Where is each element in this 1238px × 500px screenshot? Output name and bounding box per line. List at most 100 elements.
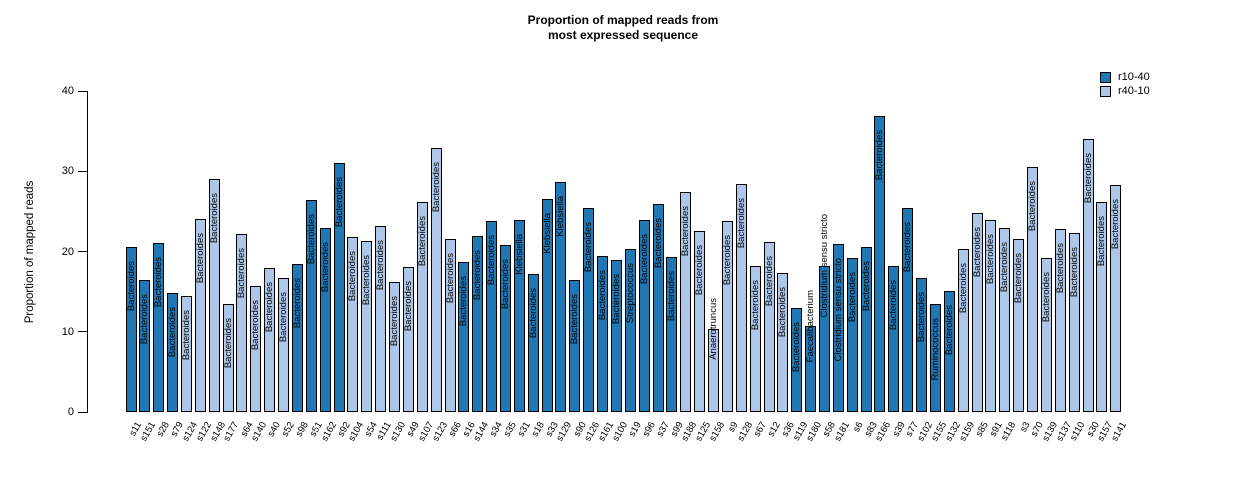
bar-s98 xyxy=(291,264,303,412)
bar-s166 xyxy=(874,115,886,412)
genus-label-s18: Bacteroides xyxy=(527,287,539,339)
y-tick-label: 0 xyxy=(67,406,74,418)
bar-s90 xyxy=(569,280,581,412)
bar-s96 xyxy=(638,220,650,412)
genus-label-s12: Bacteroides xyxy=(763,255,775,307)
bar-s126 xyxy=(583,208,595,412)
genus-label-s181: Clostridium sensu stricto xyxy=(832,258,844,362)
x-tick-label-s66: s66 xyxy=(446,420,464,439)
genus-label-s16: Bacteroides xyxy=(458,275,470,327)
bar-s110 xyxy=(1068,233,1080,412)
bar-s99 xyxy=(666,257,678,412)
bar-s12 xyxy=(763,241,775,412)
legend-swatch-light-icon xyxy=(1100,85,1111,97)
bar-s123 xyxy=(430,147,442,412)
x-tick-label-s12: s12 xyxy=(765,420,783,439)
genus-label-s19: Streptococcus xyxy=(624,263,636,324)
chart-title-line1: Proportion of mapped reads from xyxy=(527,13,719,27)
bar-s40 xyxy=(264,267,276,412)
genus-label-s54: Bacteroides xyxy=(361,255,373,306)
genus-label-s159: Bacteroides xyxy=(957,263,969,314)
bar-s92 xyxy=(333,163,345,412)
bar-s144 xyxy=(472,236,484,412)
bar-s104 xyxy=(347,237,359,412)
bar-s11 xyxy=(125,246,137,412)
genus-label-s37: Bacteroides xyxy=(652,218,664,269)
bar-s177 xyxy=(222,303,234,412)
genus-label-s104: Bacteroides xyxy=(347,251,359,302)
genus-label-s79: Bacteroides xyxy=(167,307,179,358)
genus-label-s126: Bacteroides xyxy=(583,222,595,273)
bar-s58 xyxy=(819,265,830,412)
x-tick-label-s31: s31 xyxy=(515,420,533,439)
bar-s49 xyxy=(402,266,414,412)
genus-label-s119: Bacteroides xyxy=(791,321,803,372)
genus-label-s102: Bacteroides xyxy=(916,291,928,343)
genus-label-s77: Bacteroides xyxy=(902,222,914,273)
genus-label-s129: Klebsiella xyxy=(555,196,567,238)
genus-label-s33: Klebsiella xyxy=(541,212,553,254)
bar-s125 xyxy=(694,231,706,412)
genus-label-s31: Klebsiella xyxy=(513,234,525,275)
genus-label-s6: Bacteroides xyxy=(846,271,858,323)
y-tick-label: 10 xyxy=(61,325,74,338)
x-tick-label-s96: s96 xyxy=(640,420,658,439)
genus-label-s111: Bacteroides xyxy=(375,239,387,290)
genus-label-s140: Bacteroides xyxy=(250,300,262,351)
bar-s111 xyxy=(375,225,387,412)
bar-s100 xyxy=(610,260,622,412)
genus-label-s144: Bacteroides xyxy=(472,250,484,301)
bar-s157 xyxy=(1096,201,1108,412)
genus-label-s70: Bacteroides xyxy=(1027,181,1039,232)
bar-s118 xyxy=(999,228,1011,412)
bar-s54 xyxy=(361,241,373,412)
bar-s141 xyxy=(1110,184,1122,412)
bar-s37 xyxy=(652,204,664,412)
genus-label-s64: Bacteroides xyxy=(236,247,248,299)
bar-s6 xyxy=(846,257,858,412)
genus-label-s67: Bacteroides xyxy=(749,279,761,331)
bar-s83 xyxy=(860,246,872,412)
genus-label-s180: Faecalibacterium xyxy=(805,290,817,363)
chart-title: Proportion of mapped reads from most exp… xyxy=(528,13,719,43)
genus-label-s141: Bacteroides xyxy=(1110,198,1122,250)
genus-label-s96: Bacteroides xyxy=(638,234,650,285)
genus-label-s151: Bacteroides xyxy=(139,293,151,344)
genus-label-s51: Bacteroides xyxy=(305,214,317,265)
genus-label-s49: Bacteroides xyxy=(402,280,414,331)
bar-s3 xyxy=(1013,238,1025,412)
genus-label-s85: Bacteroides xyxy=(971,226,983,278)
genus-label-s9: Bacteroides xyxy=(721,235,733,286)
genus-label-s161: Bacteroides xyxy=(597,270,609,321)
bar-s148 xyxy=(208,179,220,412)
genus-label-s98: Bacteroides xyxy=(291,278,303,329)
bar-s79 xyxy=(167,293,179,412)
genus-label-s122: Bacteroides xyxy=(194,232,206,283)
genus-label-s148: Bacteroides xyxy=(208,193,220,244)
bar-s158 xyxy=(708,329,720,412)
genus-label-s90: Bacteroides xyxy=(569,294,581,345)
bar-s51 xyxy=(305,200,317,412)
genus-label-s91: Bacteroides xyxy=(985,234,997,285)
genus-label-s107: Bacteroides xyxy=(416,215,428,266)
bar-s140 xyxy=(250,286,262,412)
genus-label-s123: Bacteroides xyxy=(430,161,442,213)
bar-s161 xyxy=(597,256,609,412)
genus-label-s177: Bacteroides xyxy=(222,317,234,368)
bar-s155 xyxy=(929,303,941,412)
genus-label-s34: Bacteroides xyxy=(486,235,498,286)
bar-s119 xyxy=(791,307,803,412)
genus-label-s188: Bacteroides xyxy=(680,206,692,257)
y-tick-label: 40 xyxy=(61,85,74,97)
genus-label-s128: Bacteroides xyxy=(735,198,747,249)
bar-s34 xyxy=(486,221,498,412)
bar-s19 xyxy=(624,249,636,412)
bar-s139 xyxy=(1040,257,1052,412)
genus-label-s100: Bacteroides xyxy=(610,274,622,325)
genus-label-s28: Bacteroides xyxy=(153,256,165,307)
bar-s151 xyxy=(139,279,151,412)
y-axis-tick xyxy=(78,411,87,413)
bar-s52 xyxy=(278,277,290,412)
bar-s85 xyxy=(971,212,983,412)
